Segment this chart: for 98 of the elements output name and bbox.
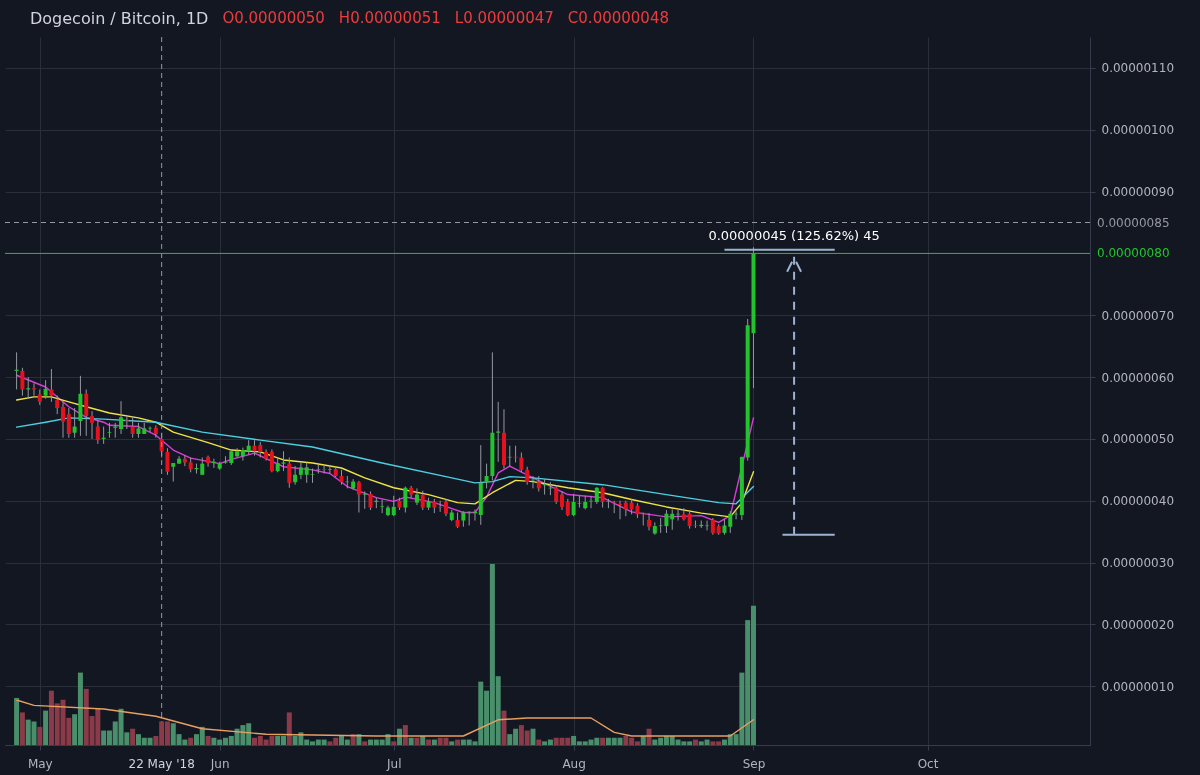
- candlestick: [165, 447, 170, 476]
- bar: [391, 741, 397, 745]
- bar: [19, 712, 25, 745]
- candlestick: [90, 410, 95, 440]
- candlestick: [223, 455, 228, 465]
- y-tick-label: 0.00000110: [1101, 61, 1175, 76]
- y-tick-label: 0.00000060: [1101, 370, 1175, 385]
- candlestick: [310, 468, 315, 484]
- candlestick: [391, 495, 396, 517]
- candlestick: [298, 461, 303, 480]
- candlestick: [362, 490, 367, 510]
- candlestick: [484, 463, 489, 489]
- bar: [455, 739, 461, 745]
- bar: [402, 725, 408, 745]
- candlestick: [670, 508, 675, 531]
- bar: [362, 741, 368, 745]
- y-tick-label: 0.00000040: [1101, 494, 1175, 509]
- bar: [43, 710, 49, 745]
- ref-line-label: 0.00000080: [1097, 246, 1170, 261]
- y-tick-label: 0.00000030: [1101, 556, 1175, 571]
- chart-title: Dogecoin / Bitcoin, 1D: [30, 8, 209, 28]
- bar: [536, 739, 542, 745]
- y-tick-label: 0.00000100: [1101, 123, 1175, 138]
- ref-line-label: 0.00000085: [1097, 215, 1170, 230]
- text: O0.00000050: [222, 9, 325, 27]
- candlestick: [327, 464, 332, 475]
- candlestick: [600, 486, 605, 509]
- candlestick: [84, 388, 89, 437]
- candlestick: [554, 484, 559, 505]
- candlestick: [61, 401, 66, 439]
- candlestick: [356, 480, 361, 513]
- candlestick: [304, 461, 309, 484]
- candlestick: [107, 422, 112, 439]
- bar: [692, 739, 698, 745]
- bar: [408, 737, 414, 745]
- candlestick: [119, 400, 124, 435]
- bar: [426, 739, 432, 745]
- bar: [449, 741, 455, 745]
- bar: [205, 735, 211, 745]
- candlestick: [560, 490, 565, 511]
- candlestick: [681, 507, 686, 522]
- candlestick: [171, 462, 176, 483]
- bar: [356, 734, 362, 745]
- bar: [130, 728, 136, 745]
- text: L0.00000047: [454, 9, 554, 27]
- candlestick: [124, 415, 129, 430]
- bar: [286, 712, 292, 745]
- candlestick: [403, 486, 408, 513]
- y-tick-label: 0.00000010: [1101, 679, 1175, 694]
- candlestick: [66, 407, 71, 439]
- candlestick: [420, 490, 425, 511]
- candlestick: [647, 512, 652, 531]
- candlestick: [95, 419, 100, 445]
- candlestick: [368, 490, 373, 511]
- y-tick-label: 0.00000020: [1101, 617, 1175, 632]
- bar: [530, 728, 536, 745]
- x-tick-label: Oct: [917, 756, 939, 771]
- x-tick-label: Jun: [209, 756, 230, 771]
- candlestick: [281, 450, 286, 472]
- bar: [600, 737, 606, 745]
- candlestick: [72, 407, 77, 439]
- candlestick: [49, 368, 54, 403]
- x-tick-label: Sep: [742, 756, 766, 771]
- candlestick: [287, 456, 292, 489]
- ref-line-label: 22 May '18: [128, 757, 195, 771]
- candlestick: [705, 520, 710, 531]
- candlestick: [130, 415, 135, 439]
- text: C0.00000048: [567, 9, 669, 27]
- x-tick-label: Jul: [386, 756, 402, 771]
- bar: [350, 734, 356, 745]
- candlestick: [240, 447, 245, 462]
- y-tick-label: 0.00000050: [1101, 432, 1175, 447]
- candlestick: [519, 452, 524, 473]
- y-tick-label: 0.00000070: [1101, 308, 1175, 323]
- candlestick: [206, 455, 211, 468]
- candlestick: [20, 367, 25, 397]
- bar: [37, 726, 43, 745]
- bar: [431, 739, 437, 745]
- x-tick-label: Aug: [562, 756, 586, 771]
- bar: [501, 710, 507, 745]
- annotation: 0.00000045 (125.62%) 45: [708, 227, 880, 243]
- candlestick: [293, 465, 298, 486]
- x-tick-label: May: [27, 756, 53, 771]
- candlestick: [380, 499, 385, 514]
- candlestick: [322, 464, 327, 475]
- candlestick: [264, 448, 269, 462]
- candlestick: [438, 500, 443, 513]
- bar: [414, 737, 420, 745]
- candlestick: [269, 448, 274, 473]
- candlestick: [153, 424, 158, 439]
- candlestick: [55, 395, 60, 415]
- text: H0.00000051: [338, 9, 441, 27]
- candlestick: [43, 379, 48, 400]
- bar: [188, 737, 194, 745]
- bar: [14, 697, 20, 745]
- candlestick: [728, 510, 733, 534]
- y-tick-label: 0.00000090: [1101, 185, 1175, 200]
- candlestick: [414, 487, 419, 506]
